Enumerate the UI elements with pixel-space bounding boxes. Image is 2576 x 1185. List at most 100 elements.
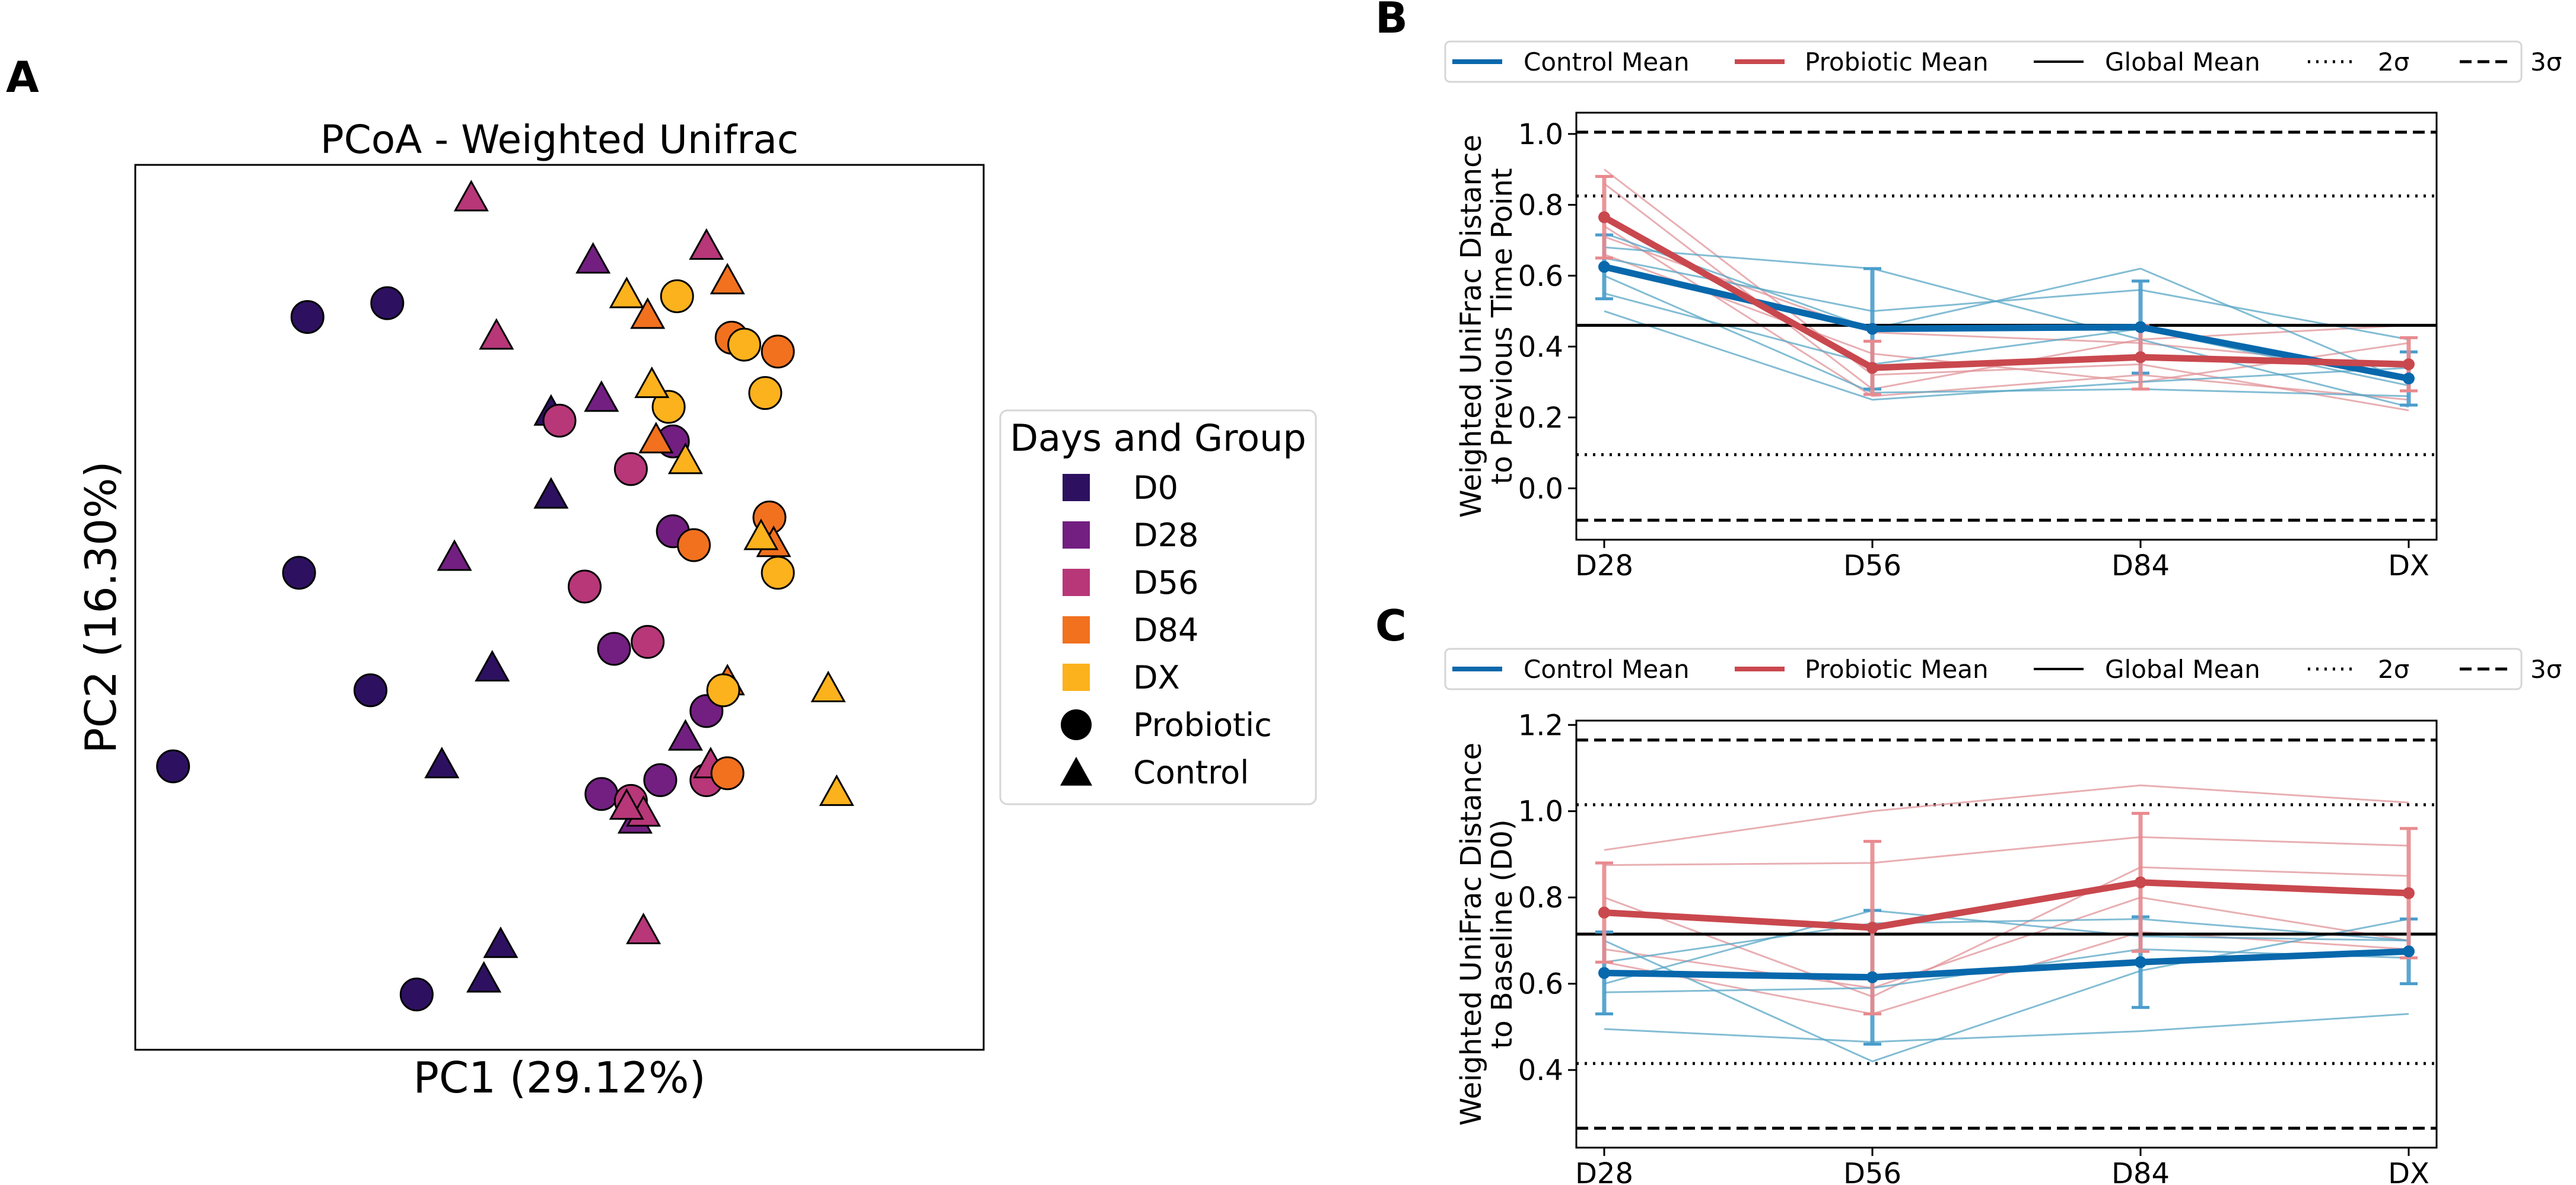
scatter-point [453,180,489,212]
legend-label: DX [1133,659,1180,696]
control-mean-line [1603,263,2410,382]
mean-point [2135,956,2146,969]
x-tick-label: D56 [1843,549,1901,582]
c-plot: 0.4 0.6 0.8 1.0 1.2 D28 D56 D84 DX Weighted UniFr… [1455,709,2438,1185]
x-tick-label: D56 [1843,1157,1901,1185]
mean-point [1866,323,1878,335]
y-axis-label: Weighted UniFrac Distance [1455,135,1488,518]
scatter-point [475,649,510,682]
x-tick-label: D28 [1575,1157,1633,1185]
probiotic-individual-line [1604,896,2409,989]
legend-label: D28 [1133,517,1198,554]
control-individual-line [1604,918,2409,1063]
scatter-point [290,300,325,334]
control-individual-line [1604,292,2409,387]
mean-point [2135,876,2146,888]
probiotic-individual-line [1604,225,2409,401]
y-tick-label: 1.0 [1518,118,1563,151]
scatter-point [710,756,745,791]
scatter-frame [134,164,985,1051]
control-individual-line [1604,918,2409,963]
b-plot: 0.0 0.2 0.4 0.6 0.8 1.0 D28 D56 D84 DX Weighted Un… [1455,112,2438,582]
legend-label: D84 [1133,611,1198,649]
legend-title: Days and Group [1010,416,1306,460]
legend-label: Control Mean [1524,47,1690,77]
mean-point [2135,351,2146,364]
x-tick-label: DX [2388,1157,2429,1185]
scatter-point [660,279,694,313]
distance-previous-panel: Control Mean Probiotic Mean Global Mean 2σ 3… [1444,40,2562,582]
legend-items: D0 D28 D56 D84 DX Probiotic Control [1060,469,1272,791]
legend-label: Probiotic Mean [1805,47,1989,77]
mean-point [2403,372,2415,385]
legend-label: Global Mean [2105,47,2260,77]
scatter-point [466,961,502,993]
c-legend: Control Mean Probiotic Mean Global Mean 2σ 3… [1444,648,2562,690]
plot-frame [1575,112,2438,541]
scatter-ylabel: PC2 (16.30%) [76,461,126,753]
control-individual-line [1604,310,2409,401]
legend-label: D0 [1133,469,1178,507]
y-tick-label: 0.0 [1518,472,1563,505]
mean-point [1598,967,1610,979]
pcoa-scatter-panel: PCoA - Weighted Unifrac PC1 (29.12%) PC2… [76,117,1317,1103]
scatter-point [743,518,779,550]
scatter-point [584,777,619,811]
legend-frame [999,409,1317,805]
x-tick-label: D28 [1575,549,1633,582]
scatter-point [613,452,648,486]
legend-marker [1063,664,1090,691]
legend-label: D56 [1133,564,1198,601]
legend-label: Probiotic [1133,706,1272,744]
control-individual-line [1604,909,2409,985]
mean-point [1598,211,1610,224]
panel-label-b: B [1375,0,1408,43]
scatter-point [479,318,514,350]
scatter-point [424,747,460,779]
scatter-legend: Days and Group D0 D28 D56 D84 DX Probiotic Con… [999,409,1317,805]
y-tick-label: 0.8 [1518,189,1563,222]
legend-marker [1063,521,1090,549]
scatter-point [437,539,472,571]
control-individual-line [1604,257,2409,340]
mean-point [2135,321,2146,333]
legend-label: 3σ [2530,655,2562,684]
legend-marker [1063,474,1090,501]
scatter-points [156,180,854,1012]
scatter-point [399,977,434,1012]
scatter-point [727,327,761,362]
legend-label: Control Mean [1524,655,1690,684]
scatter-point [819,774,854,806]
y-tick-label: 1.2 [1518,709,1563,742]
mean-point [1866,362,1878,374]
legend-marker [1063,616,1090,644]
scatter-point [667,442,703,474]
legend-marker [1061,709,1092,740]
legend-label: Control [1133,754,1249,791]
scatter-point [748,376,783,410]
y-axis-label: Weighted UniFrac Distance [1455,743,1488,1126]
legend-frame [1444,40,2523,83]
scatter-point [631,625,665,659]
scatter-point [542,403,577,438]
mean-point [2403,945,2415,958]
y-tick-label: 0.4 [1518,1054,1563,1087]
scatter-point [710,263,745,295]
scatter-point [689,228,724,260]
scatter-point [156,749,190,783]
scatter-point [651,390,686,424]
legend-label: Global Mean [2105,655,2260,684]
scatter-xlabel: PC1 (29.12%) [413,1053,705,1103]
plot-frame [1575,719,2438,1149]
scatter-point [483,926,519,958]
panel-label-a: A [6,52,39,102]
legend-frame [1444,648,2523,690]
y-tick-label: 1.0 [1518,795,1563,829]
scatter-title: PCoA - Weighted Unifrac [320,117,799,163]
y-axis-label: to Baseline (D0) [1486,819,1519,1049]
scatter-point [609,788,644,820]
x-tick-label: D84 [2111,1157,2170,1185]
scatter-point [643,763,678,797]
scatter-point [370,286,405,320]
